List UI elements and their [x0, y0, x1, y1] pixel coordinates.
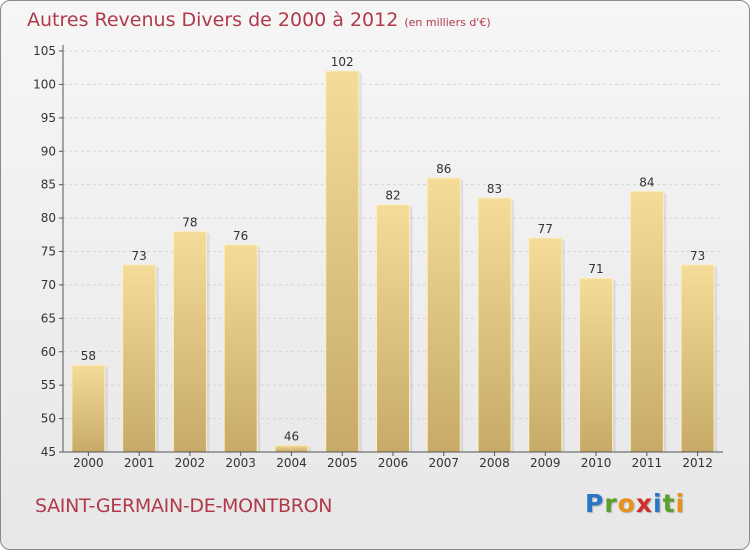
bar-value-label: 102 — [331, 55, 354, 69]
y-tick-label: 95 — [41, 111, 56, 125]
bar-value-label: 86 — [436, 162, 451, 176]
chart-title-text: Autres Revenus Divers de 2000 à 2012 — [27, 9, 399, 31]
axes — [59, 45, 723, 456]
bar-value-label: 77 — [538, 222, 553, 236]
chart-title: Autres Revenus Divers de 2000 à 2012 (en … — [27, 9, 491, 31]
x-tick-label: 2001 — [124, 456, 155, 470]
bar — [426, 177, 461, 453]
y-tick-label: 45 — [41, 445, 56, 459]
bar-value-label: 46 — [284, 429, 299, 443]
x-tick-label: 2002 — [175, 456, 206, 470]
bar-value-label: 73 — [690, 249, 705, 263]
bar — [172, 230, 207, 453]
bar-value-label: 58 — [81, 349, 96, 363]
y-tick-label: 100 — [33, 77, 56, 91]
bar-value-label: 83 — [487, 182, 502, 196]
labels: 45 50 55 60 65 70 75 80 85 90 95 100 105 58 2000 73 2001… — [33, 44, 713, 470]
x-tick-label: 2005 — [327, 456, 358, 470]
bar — [680, 264, 715, 453]
x-tick-label: 2000 — [73, 456, 104, 470]
bar-value-label: 71 — [588, 262, 603, 276]
bars — [71, 70, 718, 453]
x-tick-label: 2009 — [530, 456, 561, 470]
bar — [629, 190, 664, 453]
bar — [325, 70, 360, 453]
x-tick-label: 2011 — [632, 456, 663, 470]
bar-value-label: 78 — [182, 215, 197, 229]
y-tick-label: 65 — [41, 311, 56, 325]
y-tick-label: 50 — [41, 412, 56, 426]
commune-name: SAINT-GERMAIN-DE-MONTBRON — [35, 495, 333, 517]
logo-letter: x — [635, 489, 653, 518]
bar — [528, 237, 563, 453]
bar-value-label: 84 — [639, 175, 654, 189]
bar — [477, 197, 512, 453]
x-tick-label: 2008 — [479, 456, 510, 470]
x-tick-label: 2003 — [225, 456, 256, 470]
bar — [274, 444, 309, 453]
bar — [223, 244, 258, 453]
logo-letter: i — [675, 489, 686, 518]
logo-letter: i — [653, 489, 663, 518]
y-tick-label: 60 — [41, 345, 56, 359]
y-tick-label: 55 — [41, 378, 56, 392]
x-tick-label: 2004 — [276, 456, 307, 470]
logo-letter: o — [617, 489, 636, 518]
logo-letter: t — [662, 489, 676, 518]
y-tick-label: 80 — [41, 211, 56, 225]
chart-unit: (en milliers d'€) — [404, 16, 491, 29]
bar-value-label: 82 — [385, 189, 400, 203]
proxiti-logo[interactable]: Proxiti — [585, 489, 685, 518]
bar — [71, 364, 106, 453]
x-tick-label: 2006 — [378, 456, 409, 470]
y-tick-label: 85 — [41, 178, 56, 192]
logo-letter: P — [585, 489, 605, 518]
y-tick-label: 105 — [33, 44, 56, 58]
y-tick-label: 90 — [41, 144, 56, 158]
bar — [122, 264, 157, 453]
bar — [376, 204, 410, 453]
y-tick-label: 70 — [41, 278, 56, 292]
bar — [579, 277, 614, 453]
bar-value-label: 76 — [233, 229, 248, 243]
logo-letter: r — [604, 489, 618, 518]
y-tick-label: 75 — [41, 245, 56, 259]
bar-value-label: 73 — [132, 249, 147, 263]
x-tick-label: 2012 — [682, 456, 713, 470]
x-tick-label: 2007 — [428, 456, 459, 470]
x-tick-label: 2010 — [581, 456, 612, 470]
